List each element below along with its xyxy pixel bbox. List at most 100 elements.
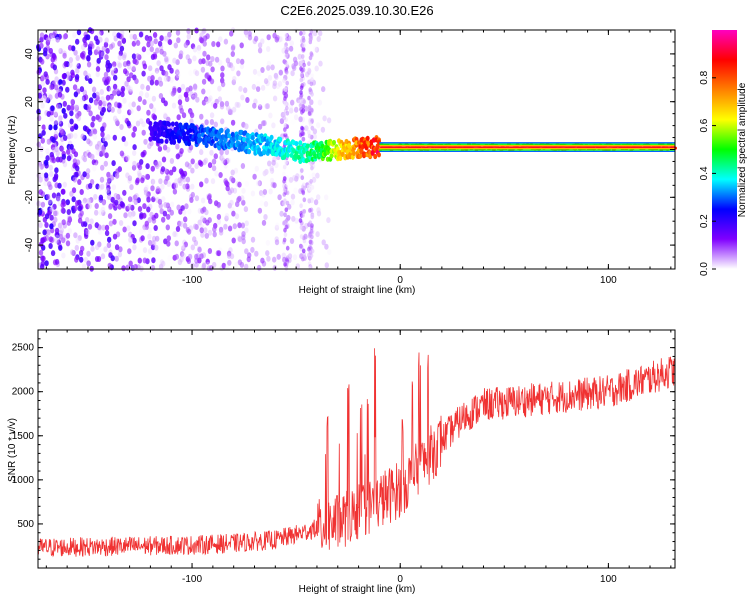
spectrogram-cell: [197, 219, 202, 226]
spectrogram-cell: [314, 65, 319, 72]
spectrogram-cell: [167, 64, 172, 71]
spectrogram-cell: [292, 254, 298, 261]
spectrogram-cell: [223, 223, 228, 230]
spectrogram-cell: [54, 258, 60, 265]
spectrogram-cell: [299, 77, 304, 83]
spectrogram-cell: [106, 134, 111, 141]
spectrogram-cell: [232, 75, 237, 82]
spectrogram-cell: [252, 68, 258, 75]
spectrogram-cell: [146, 196, 151, 203]
spectrogram-cell: [228, 109, 234, 116]
spectrogram-cell: [160, 183, 165, 190]
spectrogram-cell: [179, 169, 185, 176]
spectrogram-cell: [310, 77, 314, 83]
spectrogram-cell: [245, 97, 250, 103]
spectrogram-cell: [88, 183, 93, 189]
spectrogram-cell: [75, 200, 80, 207]
spectrogram-cell: [300, 175, 305, 181]
spectrogram-cell: [161, 216, 166, 223]
spectrogram-cell: [302, 43, 306, 48]
spectrogram-cell: [159, 138, 164, 144]
spectrogram-cell: [144, 173, 150, 180]
spectrogram-cell: [174, 253, 179, 260]
spectrogram-cell: [145, 85, 151, 91]
spectrogram-cell: [190, 43, 196, 50]
spectrogram-cell: [278, 69, 283, 76]
spectrogram-cell: [47, 198, 52, 205]
spectrogram-marks: [36, 27, 677, 272]
spectrogram-cell: [129, 184, 134, 191]
spectrogram-cell: [175, 72, 181, 79]
spectrogram-cell: [155, 47, 160, 54]
spectrogram-cell: [128, 102, 133, 109]
spectrogram-cell: [39, 163, 44, 170]
spectrogram-cell: [131, 66, 136, 73]
spectrogram-cell: [217, 96, 223, 103]
spectrogram-cell: [241, 121, 246, 128]
spectrogram-cell: [298, 218, 303, 223]
spectrogram-cell: [162, 111, 168, 118]
spectrogram-cell: [302, 185, 307, 191]
spectrogram-cell: [101, 224, 106, 231]
spectrogram-cell: [69, 110, 74, 117]
spectrogram-cell: [224, 215, 229, 222]
spectrogram-cell: [123, 156, 129, 163]
spectrogram-cell: [102, 136, 107, 143]
spectrogram-cell: [257, 70, 262, 77]
spectrogram-cell: [50, 250, 56, 257]
spectrogram-cell: [310, 165, 314, 171]
spectrogram-cell: [166, 240, 171, 247]
spectrogram-cell: [180, 205, 185, 212]
spectrogram-cell: [154, 161, 159, 168]
spectrogram-cell: [95, 183, 100, 190]
spectrogram-cell: [202, 159, 207, 166]
spectrogram-cell: [311, 176, 317, 183]
spectrogram-cell: [85, 229, 90, 236]
spectrogram-cell: [92, 165, 97, 172]
spectrogram-cell: [133, 199, 138, 205]
spectrogram-cell: [121, 54, 127, 61]
spectrogram-cell: [209, 149, 214, 156]
spectrogram-cell: [282, 111, 287, 117]
spectrogram-cell: [183, 216, 188, 223]
colorbar-tick-label: 0.4: [699, 166, 710, 180]
x-tick-label: -100: [182, 574, 202, 585]
spectrogram-cell: [309, 264, 313, 270]
spectrogram-cell: [151, 113, 156, 120]
spectrogram-cell: [73, 132, 78, 139]
spectrogram-cell: [247, 183, 252, 190]
spectrogram-cell: [234, 213, 240, 220]
spectrogram-cell: [205, 219, 210, 226]
spectrogram-cell: [52, 64, 57, 71]
spectrogram-cell: [143, 189, 149, 196]
spectrogram-cell: [260, 84, 266, 91]
spectrogram-cell: [86, 61, 92, 68]
spectrogram-cell: [60, 202, 65, 208]
spectrogram-cell: [289, 238, 295, 244]
spectrogram-cell: [147, 217, 152, 223]
spectrogram-cell: [124, 80, 129, 87]
spectrogram-cell: [37, 92, 42, 99]
spectrogram-cell: [326, 217, 331, 224]
spectrogram-cell: [146, 109, 151, 116]
spectrogram-cell: [39, 42, 44, 49]
spectrogram-cell: [151, 240, 157, 246]
spectrogram-cell: [47, 209, 53, 215]
spectrogram-cell: [141, 53, 146, 60]
spectrogram-cell: [283, 127, 287, 132]
spectrogram-cell: [260, 257, 265, 264]
spectrogram-cell: [358, 153, 363, 159]
spectrogram-cell: [227, 225, 233, 232]
spectrogram-cell: [43, 172, 49, 179]
spectrogram-cell: [175, 153, 180, 160]
spectrogram-cell: [66, 74, 71, 81]
spectrogram-cell: [305, 143, 310, 149]
spectrogram-cell: [53, 124, 58, 131]
spectrogram-cell: [147, 227, 152, 234]
spectrogram-cell: [69, 105, 75, 112]
spectrogram-cell: [77, 205, 83, 212]
spectrogram-cell: [57, 91, 63, 98]
spectrogram-cell: [373, 153, 378, 160]
spectrogram-cell: [106, 85, 111, 92]
spectrogram-cell: [115, 193, 121, 200]
